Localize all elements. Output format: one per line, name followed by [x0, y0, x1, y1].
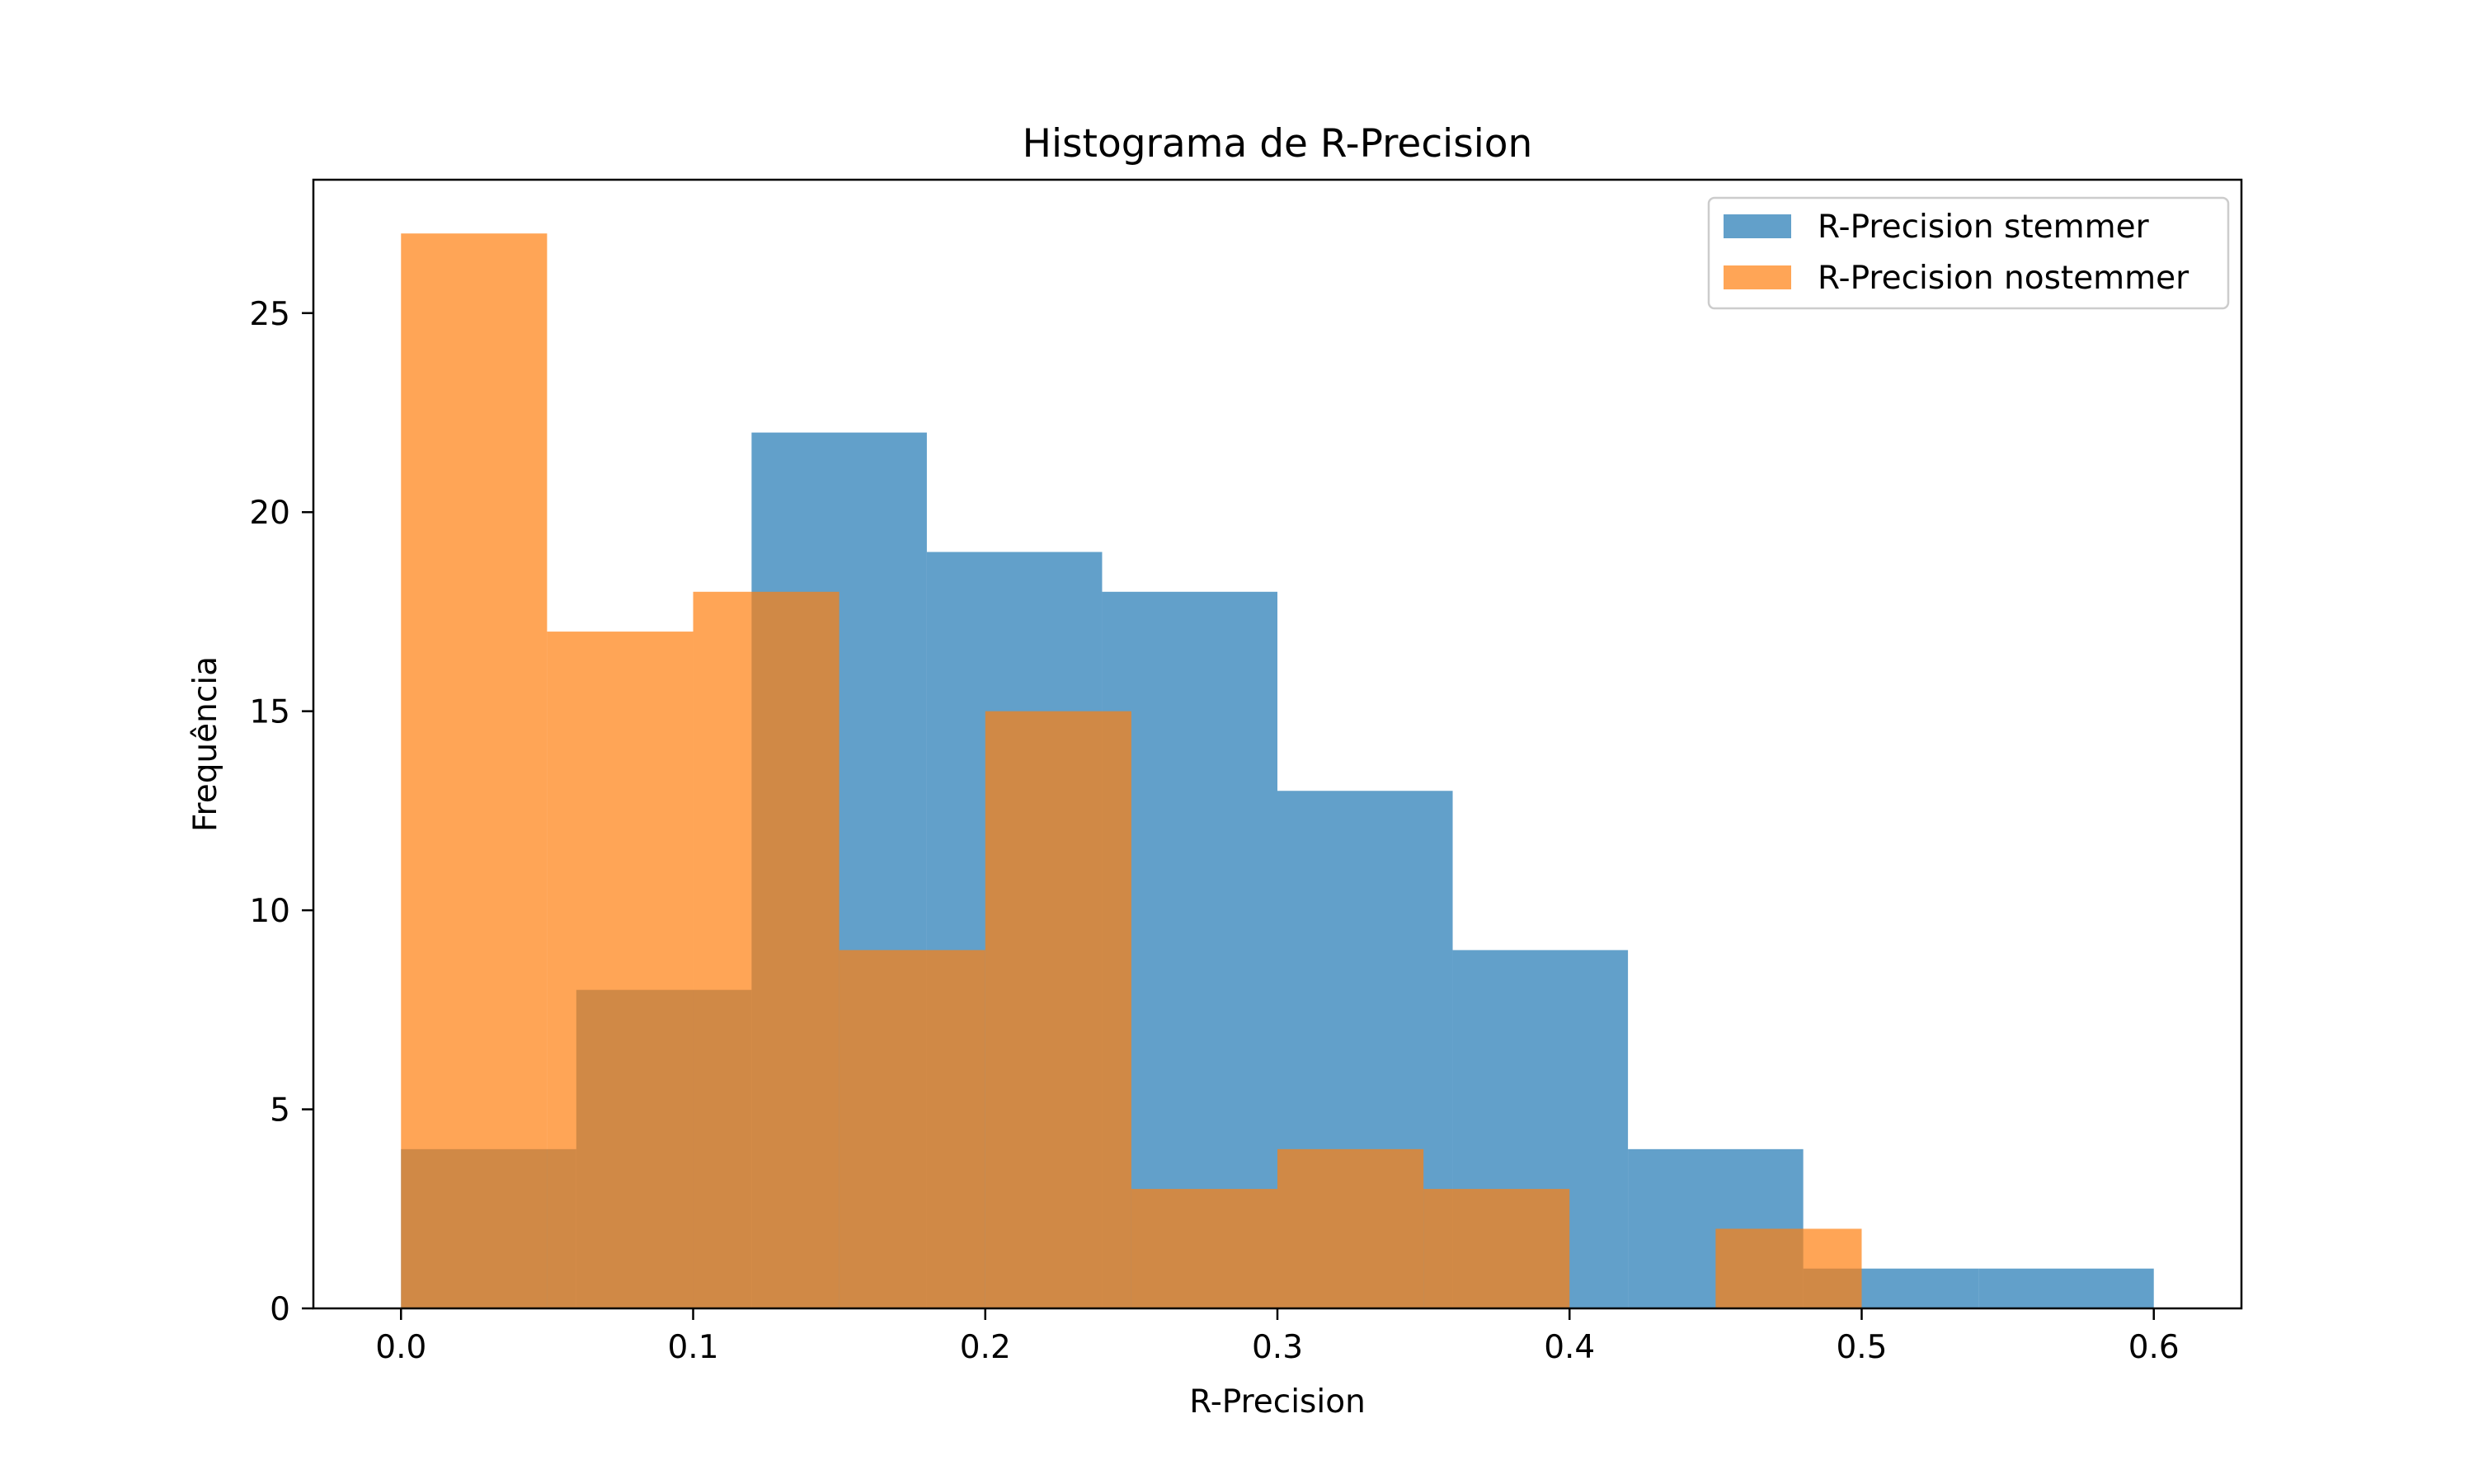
y-tick-label: 10: [249, 893, 290, 930]
y-axis-label: Frequência: [187, 656, 224, 832]
y-tick-label: 5: [270, 1092, 290, 1129]
x-tick-label: 0.6: [2128, 1329, 2180, 1366]
histogram-bar-series-2-bin-2: [547, 632, 694, 1308]
x-tick-label: 0.4: [1544, 1329, 1595, 1366]
x-tick-label: 0.2: [960, 1329, 1011, 1366]
y-tick-label: 20: [249, 495, 290, 532]
x-tick-label: 0.1: [667, 1329, 718, 1366]
histogram-bar-series-2-bin-3: [693, 591, 840, 1308]
y-axis: 0 5 10 15 20 25: [249, 296, 313, 1328]
chart-title: Histograma de R-Precision: [1023, 121, 1533, 167]
histogram-bar-series-2-bin-6: [1131, 1189, 1277, 1308]
x-tick-label: 0.5: [1836, 1329, 1887, 1366]
histogram-bar-series-1-bin-10: [1978, 1268, 2154, 1308]
legend-label: R-Precision nostemmer: [1818, 260, 2189, 297]
legend-swatch: [1724, 214, 1791, 238]
histogram-bar-series-2-bin-7: [1277, 1148, 1424, 1308]
x-axis: 0.0 0.1 0.2 0.3 0.4 0.5 0.6: [375, 1308, 2180, 1366]
histogram-bar-series-2-bin-8: [1423, 1189, 1570, 1308]
bars-layer: [401, 233, 2154, 1309]
histogram-bar-series-2-bin-4: [839, 950, 985, 1308]
y-tick-label: 0: [270, 1291, 290, 1328]
legend: R-Precision stemmer R-Precision nostemmer: [1707, 196, 2230, 310]
histogram-bar-series-2-bin-1: [401, 233, 548, 1309]
histogram-bar-series-2-bin-10: [1715, 1228, 1862, 1308]
legend-label: R-Precision stemmer: [1818, 209, 2150, 246]
legend-box: [1707, 196, 2230, 310]
x-tick-label: 0.0: [375, 1329, 426, 1366]
x-tick-label: 0.3: [1252, 1329, 1303, 1366]
histogram-bar-series-2-bin-5: [985, 711, 1131, 1308]
x-axis-label: R-Precision: [1189, 1383, 1366, 1421]
y-tick-label: 15: [249, 694, 290, 731]
y-tick-label: 25: [249, 296, 290, 333]
legend-swatch: [1724, 265, 1791, 289]
